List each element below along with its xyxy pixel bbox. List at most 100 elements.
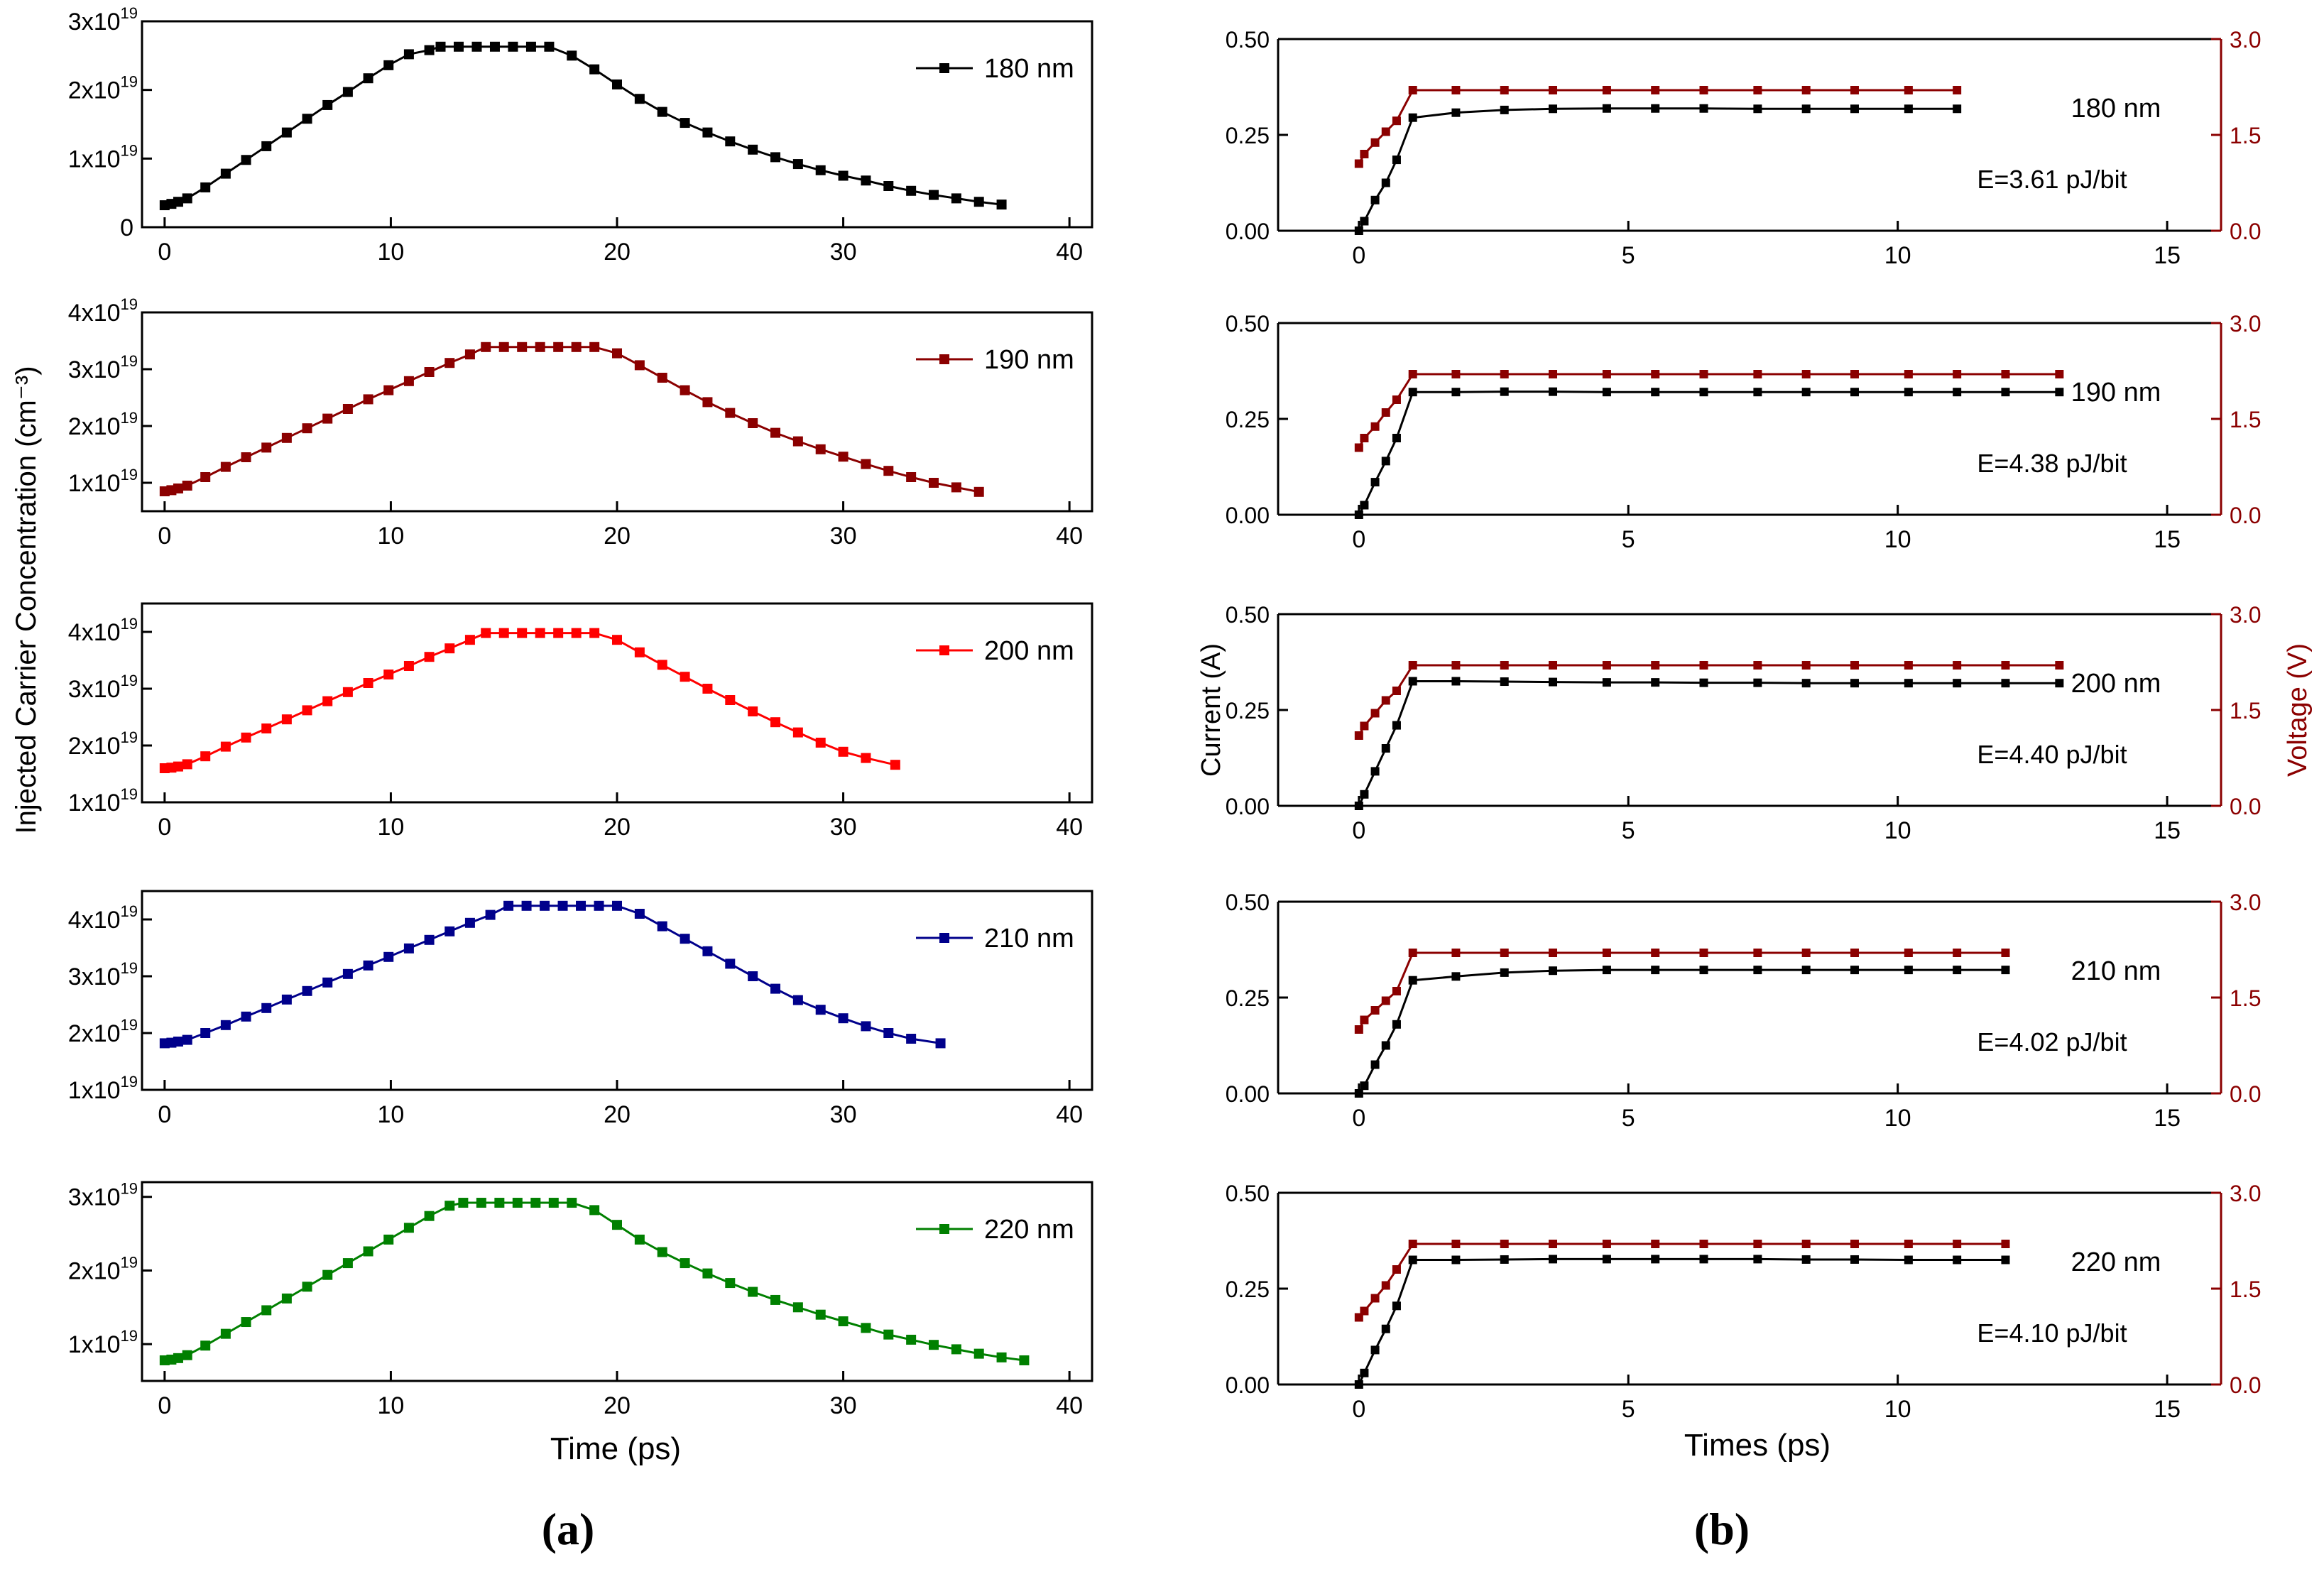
voltage-point bbox=[1392, 987, 1401, 995]
voltage-point bbox=[1904, 370, 1913, 378]
current-point bbox=[1392, 434, 1401, 442]
data-point bbox=[464, 635, 475, 645]
x-tick-label: 0 bbox=[158, 814, 171, 841]
current-point bbox=[1699, 966, 1708, 975]
x-tick-label: 5 bbox=[1622, 242, 1635, 269]
y-right-tick-label: 0.0 bbox=[2230, 1081, 2261, 1107]
legend-label: 200 nm bbox=[984, 636, 1074, 666]
current-point bbox=[1904, 679, 1913, 688]
voltage-point bbox=[1360, 1015, 1369, 1025]
data-point bbox=[454, 41, 464, 52]
voltage-point bbox=[1753, 949, 1762, 957]
current-point bbox=[1602, 966, 1611, 975]
voltage-point bbox=[1904, 949, 1913, 957]
x-tick-label: 40 bbox=[1056, 814, 1083, 841]
data-point bbox=[725, 958, 736, 969]
panel-b-subplot: 0 5 10 15 0.00 0.25 0.50 0.0 1.5 3.0 180 nm E=3.61 … bbox=[1226, 27, 2262, 269]
current-point bbox=[1392, 721, 1401, 730]
y-tick-label: 1x1019 bbox=[68, 141, 138, 173]
x-tick-label: 20 bbox=[604, 239, 631, 266]
data-point bbox=[792, 727, 803, 738]
data-point bbox=[471, 41, 482, 52]
data-point bbox=[363, 678, 373, 688]
data-point bbox=[861, 175, 871, 186]
current-point bbox=[1549, 966, 1558, 976]
data-point bbox=[182, 759, 192, 770]
data-point bbox=[173, 197, 183, 207]
y-left-tick-label: 0.00 bbox=[1226, 1372, 1270, 1398]
current-point bbox=[1953, 679, 1962, 688]
data-point bbox=[200, 1028, 211, 1038]
data-point bbox=[770, 427, 780, 438]
data-point bbox=[403, 943, 414, 954]
current-point bbox=[1602, 678, 1611, 687]
y-right-tick-label: 1.5 bbox=[2230, 1277, 2261, 1302]
voltage-point bbox=[1500, 370, 1509, 378]
data-point bbox=[383, 1234, 394, 1245]
voltage-point bbox=[1370, 138, 1380, 147]
data-point bbox=[498, 628, 509, 638]
voltage-line bbox=[1358, 373, 2060, 449]
voltage-point bbox=[1500, 661, 1509, 670]
y-left-tick-label: 0.00 bbox=[1226, 219, 1270, 244]
y-tick-label: 2x1019 bbox=[68, 728, 138, 760]
voltage-point bbox=[1370, 709, 1380, 718]
current-point bbox=[1699, 1255, 1708, 1264]
current-point bbox=[1801, 1255, 1811, 1264]
energy-annotation: E=4.40 pJ/bit bbox=[1977, 740, 2127, 769]
data-point bbox=[657, 1247, 667, 1257]
data-point bbox=[680, 672, 690, 682]
x-tick-label: 30 bbox=[830, 1392, 857, 1419]
data-point bbox=[182, 1034, 192, 1045]
data-point bbox=[261, 442, 272, 453]
plots: 0 10 20 30 40 0 1x1019 2x1019 3x1019 180 nm 0 10 20 3… bbox=[68, 4, 2262, 1423]
voltage-point bbox=[1651, 370, 1660, 378]
current-point bbox=[1904, 104, 1913, 114]
voltage-point bbox=[1753, 370, 1762, 378]
data-point bbox=[748, 418, 758, 428]
voltage-point bbox=[2055, 661, 2064, 670]
data-point bbox=[322, 977, 333, 988]
current-point bbox=[1370, 478, 1380, 487]
current-point bbox=[1953, 1255, 1962, 1265]
voltage-point bbox=[1602, 370, 1611, 378]
data-point bbox=[342, 687, 353, 697]
data-point bbox=[725, 136, 736, 147]
data-point bbox=[770, 717, 780, 728]
y-left-tick-label: 0.25 bbox=[1226, 985, 1270, 1011]
data-point bbox=[935, 1038, 946, 1049]
x-tick-label: 10 bbox=[1884, 1396, 1911, 1423]
data-point bbox=[589, 628, 600, 638]
y-tick-label: 3x1019 bbox=[68, 959, 138, 990]
data-point bbox=[929, 478, 939, 488]
current-point bbox=[1381, 744, 1390, 753]
plot-frame bbox=[141, 890, 1093, 1091]
current-point bbox=[1360, 790, 1369, 799]
current-line bbox=[1358, 390, 2060, 515]
data-point bbox=[200, 472, 211, 482]
y-left-tick-label: 0.00 bbox=[1226, 794, 1270, 819]
y-tick-label: 1x1019 bbox=[68, 1073, 138, 1104]
voltage-point bbox=[1360, 721, 1369, 731]
data-point bbox=[363, 1246, 373, 1257]
data-point bbox=[342, 968, 353, 979]
voltage-point bbox=[1953, 1240, 1962, 1248]
current-point bbox=[1408, 1255, 1417, 1265]
current-point bbox=[1850, 679, 1859, 688]
data-point bbox=[702, 397, 713, 408]
data-point bbox=[612, 1220, 622, 1230]
data-point bbox=[838, 1316, 849, 1326]
current-line bbox=[1358, 1257, 2006, 1385]
current-point bbox=[1651, 104, 1660, 113]
voltage-point bbox=[1354, 731, 1363, 740]
x-tick-label: 10 bbox=[1884, 1105, 1911, 1132]
data-point bbox=[634, 647, 645, 657]
y-left-tick-label: 0.00 bbox=[1226, 1081, 1270, 1107]
data-point bbox=[906, 185, 917, 196]
y-tick-label: 4x1019 bbox=[68, 295, 138, 327]
x-tick-label: 0 bbox=[1352, 526, 1365, 553]
voltage-point bbox=[1451, 86, 1461, 94]
x-tick-label: 0 bbox=[158, 1101, 171, 1128]
thickness-label: 190 nm bbox=[2071, 378, 2161, 408]
